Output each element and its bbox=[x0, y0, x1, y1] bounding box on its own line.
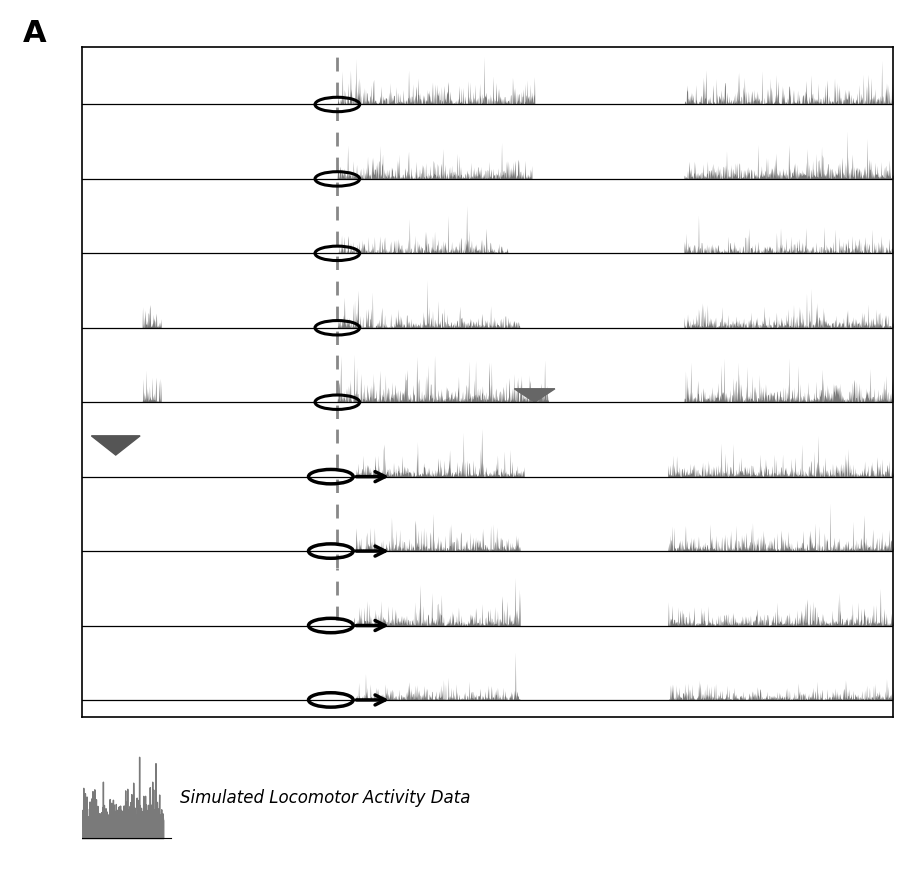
Polygon shape bbox=[514, 389, 555, 402]
Polygon shape bbox=[92, 436, 140, 455]
Text: Simulated Locomotor Activity Data: Simulated Locomotor Activity Data bbox=[180, 788, 470, 806]
Text: A: A bbox=[23, 19, 46, 48]
